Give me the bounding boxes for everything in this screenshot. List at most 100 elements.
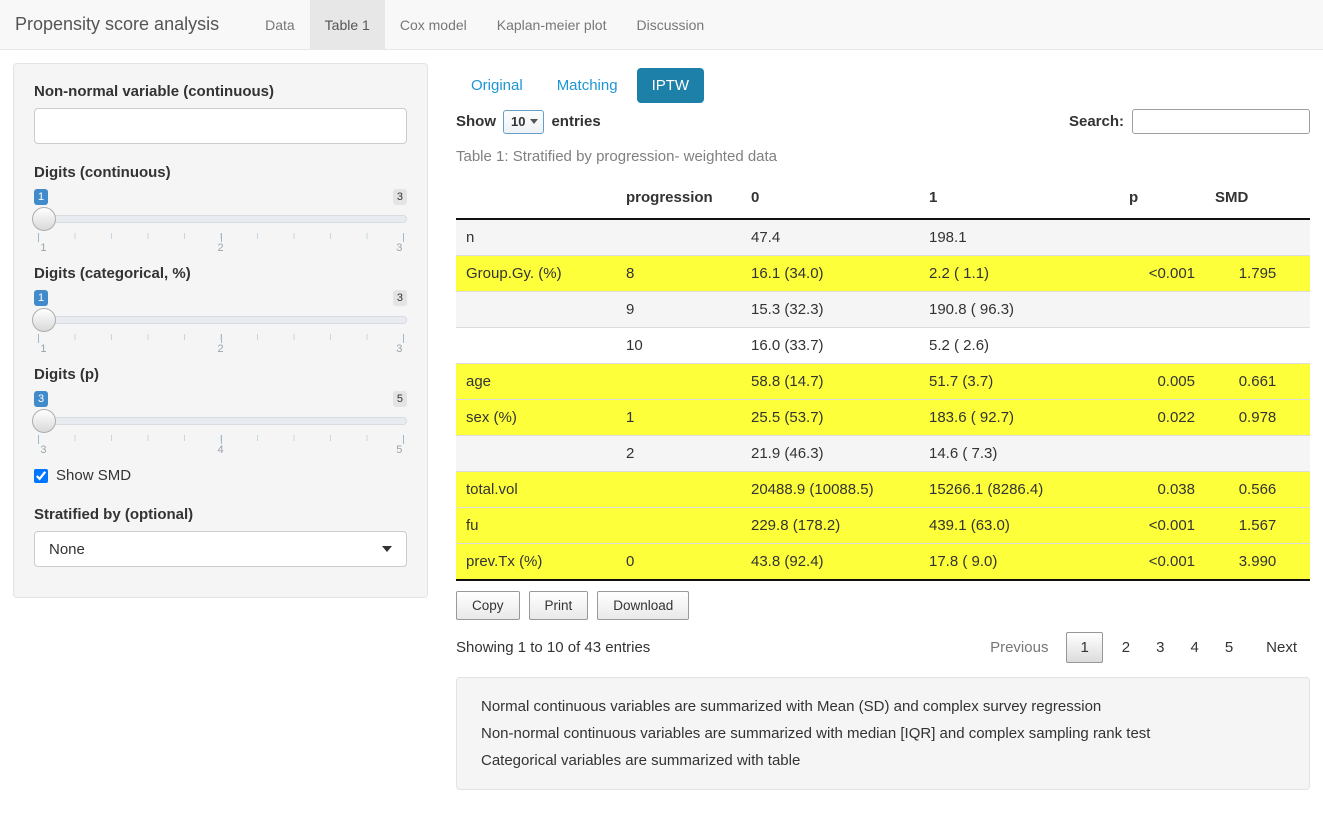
page-length-select[interactable]: 10 [503,109,545,134]
table-cell [456,328,616,364]
page-button-3[interactable]: 3 [1156,639,1165,656]
table-cell: n [466,229,475,246]
table-cell: age [466,373,492,390]
print-button[interactable]: Print [528,591,589,620]
col-header-smd[interactable]: SMD [1205,179,1310,220]
nav-tab-cox-model[interactable]: Cox model [399,16,467,33]
slider-tick-label: 3 [40,444,47,456]
table-cell: <0.001 [1148,265,1195,282]
app-title: Propensity score analysis [15,14,220,34]
table-row[interactable]: fu 229.8 (178.2) 439.1 (63.0) <0.001 1.567 [456,507,1310,544]
nav-tab-discussion[interactable]: Discussion [636,16,705,33]
table-cell [1119,219,1205,256]
download-button[interactable]: Download [597,591,690,620]
slider-handle[interactable] [32,409,56,433]
previous-page-button[interactable]: Previous [990,639,1049,656]
table-row[interactable]: 9 15.3 (32.3) 190.8 ( 96.3) [456,291,1310,328]
table-cell: 183.6 ( 92.7) [929,409,1015,426]
col-header-group1[interactable]: 1 [919,179,1119,220]
slider-handle[interactable] [32,207,56,231]
col-header-variable[interactable] [456,179,616,220]
table-row[interactable]: total.vol 20488.9 (10088.5) 15266.1 (8286.… [456,471,1310,508]
table-row[interactable]: sex (%) 1 25.5 (53.7) 183.6 ( 92.7) 0.022 0.9… [456,399,1310,436]
search-input[interactable] [1132,109,1310,134]
datatable-toolbar: Show 10 entries Search: [456,109,1310,134]
slider-track[interactable] [34,215,407,223]
page-button-2[interactable]: 2 [1121,639,1131,656]
tab-matching[interactable]: Matching [556,77,618,94]
sidebar-panel: Non-normal variable (continuous) Digits … [13,63,428,598]
nav-tab-data[interactable]: Data [265,16,295,33]
footnote: Normal continuous variables are summariz… [481,698,1102,715]
table-cell [616,364,741,400]
table-cell: 0.038 [1157,481,1195,498]
result-tabs: Original Matching IPTW [456,68,1310,103]
table-cell: 16.0 (33.7) [751,337,824,354]
slider-tick-label: 5 [396,444,403,456]
entries-label: entries [551,113,601,130]
table-cell: 25.5 (53.7) [751,409,824,426]
col-header-group0[interactable]: 0 [741,179,919,220]
footnote: Non-normal continuous variables are summ… [481,725,1151,742]
table-row[interactable]: 2 21.9 (46.3) 14.6 ( 7.3) [456,435,1310,472]
table-cell [616,472,741,508]
show-smd-label: Show SMD [56,467,132,484]
slider-grid: 1 2 3 [38,233,404,254]
table-cell: 9 [626,301,635,318]
table-body: n 47.4 198.1 Group.Gy. (%) 8 16.1 (34.0) 2.2 (… [456,219,1310,580]
table-cell [616,219,741,256]
table-cell: 0.978 [1238,409,1277,426]
table-row[interactable]: age 58.8 (14.7) 51.7 (3.7) 0.005 0.661 [456,363,1310,400]
show-smd-row: Show SMD [34,467,407,484]
col-header-progression[interactable]: progression [616,179,741,220]
table-cell: 190.8 ( 96.3) [929,301,1015,318]
chevron-down-icon [530,119,539,124]
table-cell: 0.005 [1157,373,1195,390]
copy-button[interactable]: Copy [456,591,520,620]
table1: progression 0 1 p SMD n 47.4 198.1 Group.Gy… [456,179,1310,581]
nav-tab-kaplan-meier[interactable]: Kaplan-meier plot [496,16,607,33]
slider-value-badge: 1 [34,290,49,307]
table-row[interactable]: Group.Gy. (%) 8 16.1 (34.0) 2.2 ( 1.1) <0.00… [456,255,1310,292]
navbar: Propensity score analysis Data Table 1 C… [0,0,1323,50]
stratified-select[interactable]: None [34,531,407,567]
next-page-button[interactable]: Next [1266,639,1297,656]
col-header-p[interactable]: p [1119,179,1205,220]
table-cell: 0 [626,553,635,570]
stratified-label: Stratified by (optional) [34,506,194,523]
table-cell [1205,292,1310,328]
table-row[interactable]: 10 16.0 (33.7) 5.2 ( 2.6) [456,327,1310,364]
table-cell: 0.566 [1238,481,1277,498]
chevron-down-icon [382,546,392,552]
slider-tick-label: 3 [396,343,403,355]
table-row[interactable]: prev.Tx (%) 0 43.8 (92.4) 17.8 ( 9.0) <0.001… [456,543,1310,580]
table-cell [1205,328,1310,364]
table-row[interactable]: n 47.4 198.1 [456,219,1310,256]
slider-tick-label: 2 [217,242,224,254]
stratified-selected-value: None [49,540,85,558]
main-panel: Original Matching IPTW Show 10 entries S… [456,63,1310,790]
tab-iptw[interactable]: IPTW [636,68,705,103]
table-cell: fu [466,517,479,534]
slider-tick-label: 3 [396,242,403,254]
table-cell: 1.567 [1238,517,1277,534]
nav-tab-table1[interactable]: Table 1 [309,0,385,49]
slider-track[interactable] [34,417,407,425]
export-buttons: Copy Print Download [456,591,1310,620]
pagination: Previous 1 2 3 4 5 Next [977,632,1310,663]
page-button-5[interactable]: 5 [1224,639,1234,656]
slider-max-badge: 3 [392,290,407,307]
nonnormal-input[interactable] [34,108,407,144]
table-cell: 15.3 (32.3) [751,301,824,318]
nonnormal-label: Non-normal variable (continuous) [34,83,275,100]
slider-handle[interactable] [32,308,56,332]
page-button-1[interactable]: 1 [1066,632,1103,663]
slider-label: Digits (continuous) [34,164,171,181]
table-cell: 10 [626,337,643,354]
tab-original[interactable]: Original [471,77,523,94]
page-button-4[interactable]: 4 [1190,639,1199,656]
slider-tick-label: 1 [40,242,47,254]
slider-track[interactable] [34,316,407,324]
slider-value-badge: 1 [34,189,49,206]
show-smd-checkbox[interactable] [34,468,48,483]
